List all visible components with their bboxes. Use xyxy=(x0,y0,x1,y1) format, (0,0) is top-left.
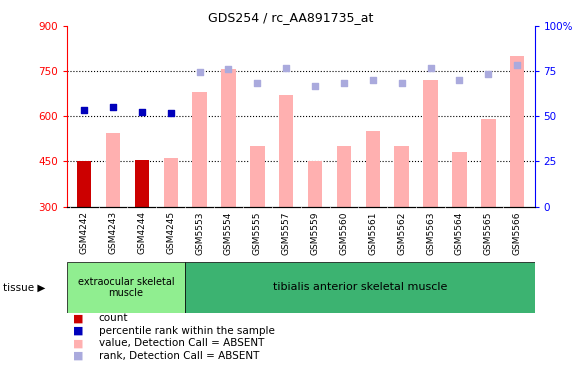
Text: GSM5560: GSM5560 xyxy=(339,211,349,255)
Bar xyxy=(67,262,185,313)
Text: ■: ■ xyxy=(73,326,83,336)
Text: GSM5565: GSM5565 xyxy=(484,211,493,255)
Bar xyxy=(279,95,293,207)
Bar xyxy=(106,133,120,207)
Text: extraocular skeletal
muscle: extraocular skeletal muscle xyxy=(78,276,174,298)
Point xyxy=(282,65,291,71)
Bar xyxy=(510,56,525,207)
Bar xyxy=(452,152,467,207)
Bar xyxy=(337,146,351,207)
Text: GSM4244: GSM4244 xyxy=(137,211,146,254)
Text: GSM5566: GSM5566 xyxy=(512,211,522,255)
Bar xyxy=(250,146,264,207)
Text: count: count xyxy=(99,313,128,324)
Point xyxy=(195,70,205,75)
Point xyxy=(483,71,493,77)
Point xyxy=(310,83,320,89)
Text: tibialis anterior skeletal muscle: tibialis anterior skeletal muscle xyxy=(272,282,447,292)
Point xyxy=(224,67,233,72)
Point xyxy=(166,110,175,116)
Point xyxy=(253,80,262,86)
Text: ■: ■ xyxy=(73,351,83,361)
Text: GSM5555: GSM5555 xyxy=(253,211,262,255)
Bar xyxy=(192,92,207,207)
Bar xyxy=(135,160,149,207)
Text: GSM5557: GSM5557 xyxy=(282,211,290,255)
Bar xyxy=(221,70,236,207)
Text: GSM4243: GSM4243 xyxy=(109,211,117,254)
Text: GSM5554: GSM5554 xyxy=(224,211,233,255)
Text: GSM4242: GSM4242 xyxy=(80,211,89,254)
Point xyxy=(80,107,89,113)
Text: value, Detection Call = ABSENT: value, Detection Call = ABSENT xyxy=(99,338,264,348)
Point xyxy=(512,62,522,68)
Text: GSM5563: GSM5563 xyxy=(426,211,435,255)
Point xyxy=(339,80,349,86)
Text: ■: ■ xyxy=(73,338,83,348)
Text: percentile rank within the sample: percentile rank within the sample xyxy=(99,326,275,336)
Point xyxy=(109,104,118,110)
Text: ■: ■ xyxy=(73,313,83,324)
Bar xyxy=(365,131,380,207)
Text: GSM5559: GSM5559 xyxy=(311,211,320,255)
Bar xyxy=(308,161,322,207)
Text: GSM5561: GSM5561 xyxy=(368,211,377,255)
Text: GDS254 / rc_AA891735_at: GDS254 / rc_AA891735_at xyxy=(208,11,373,24)
Text: rank, Detection Call = ABSENT: rank, Detection Call = ABSENT xyxy=(99,351,259,361)
Point xyxy=(137,109,146,115)
Bar xyxy=(394,146,409,207)
Bar xyxy=(163,158,178,207)
Text: tissue ▶: tissue ▶ xyxy=(3,282,45,292)
Text: GSM4245: GSM4245 xyxy=(166,211,175,254)
Text: GSM5553: GSM5553 xyxy=(195,211,204,255)
Bar xyxy=(77,161,91,207)
Text: GSM5564: GSM5564 xyxy=(455,211,464,255)
Point xyxy=(426,65,435,71)
Bar xyxy=(481,119,496,207)
Point xyxy=(455,77,464,83)
Bar xyxy=(185,262,535,313)
Point xyxy=(397,80,406,86)
Bar xyxy=(424,80,438,207)
Point xyxy=(368,77,378,83)
Text: GSM5562: GSM5562 xyxy=(397,211,406,255)
